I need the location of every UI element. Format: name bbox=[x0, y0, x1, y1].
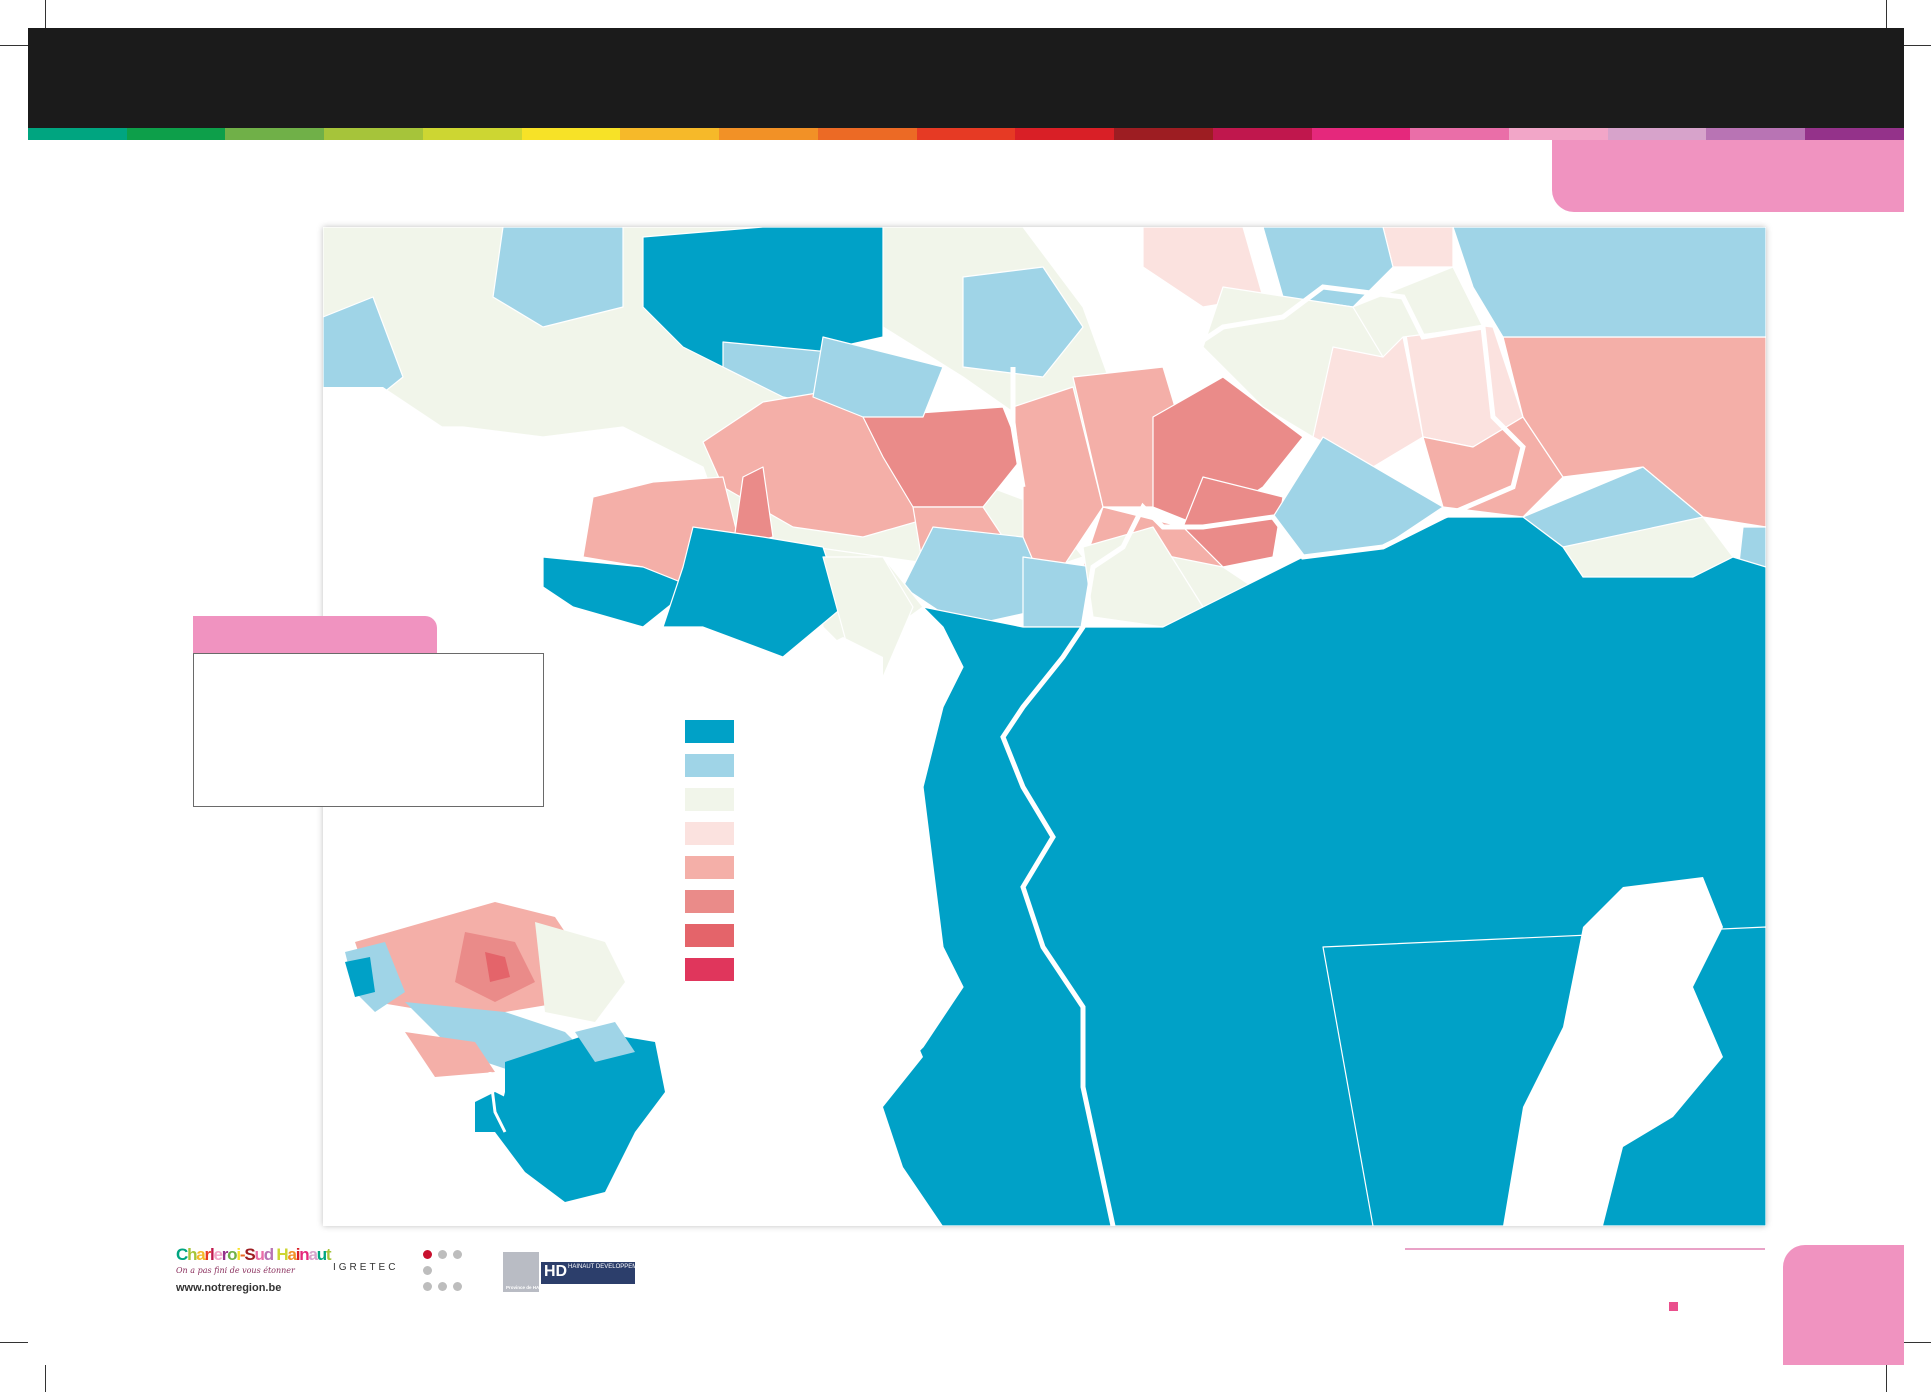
color-strip-segment bbox=[1015, 128, 1115, 140]
map-region bbox=[1152, 376, 1304, 528]
page-tab bbox=[1552, 140, 1904, 212]
logo-charleroi-sud-hainaut: Charleroi-Sud Hainaut On a pas fini de v… bbox=[176, 1245, 332, 1294]
map-region bbox=[902, 526, 1054, 628]
footer-rule bbox=[1405, 1248, 1765, 1250]
crop-mark bbox=[1904, 45, 1931, 46]
map-region bbox=[732, 466, 774, 548]
crop-mark bbox=[45, 0, 46, 28]
crop-mark bbox=[1904, 1342, 1931, 1343]
crop-mark bbox=[0, 1342, 28, 1343]
map-region bbox=[1262, 227, 1394, 308]
country-border bbox=[1000, 284, 1526, 1226]
color-strip-segment bbox=[916, 128, 1016, 140]
color-strip-segment bbox=[521, 128, 621, 140]
color-strip-segment bbox=[324, 128, 423, 140]
crop-mark bbox=[1886, 0, 1887, 28]
legend-swatch bbox=[685, 856, 734, 879]
color-strip-segment bbox=[225, 128, 325, 140]
legend-swatch bbox=[685, 958, 734, 981]
legend-swatch bbox=[685, 788, 734, 811]
logo-tagline: On a pas fini de vous étonner bbox=[176, 1266, 295, 1275]
map-region bbox=[1452, 227, 1766, 338]
legend-swatch bbox=[685, 754, 734, 777]
map-region bbox=[812, 336, 944, 418]
logo-hainaut-developpement: Province de HAINAUT HD HAINAUT DEVELOPPE… bbox=[503, 1252, 649, 1292]
country-border bbox=[1010, 367, 1026, 488]
color-strip bbox=[28, 128, 1904, 140]
legend-swatch bbox=[685, 720, 734, 743]
color-strip-segment bbox=[1805, 128, 1904, 140]
crop-mark bbox=[0, 45, 28, 46]
color-strip-segment bbox=[422, 128, 522, 140]
map-region bbox=[962, 266, 1084, 378]
website-url: www.notreregion.be bbox=[176, 1282, 282, 1294]
page-tab-bottom bbox=[1783, 1245, 1904, 1365]
logo-dot bbox=[423, 1266, 432, 1275]
map-frame bbox=[323, 227, 1766, 1226]
logo-dot bbox=[438, 1250, 447, 1259]
header-bar bbox=[28, 28, 1904, 128]
color-strip-segment bbox=[719, 128, 818, 140]
map-region bbox=[662, 526, 844, 658]
logo-title: Charleroi-Sud Hainaut bbox=[176, 1245, 332, 1264]
color-strip-segment bbox=[126, 128, 226, 140]
map-region bbox=[492, 227, 624, 328]
info-box bbox=[193, 653, 544, 807]
logo-dot bbox=[453, 1282, 462, 1291]
legend-tab bbox=[193, 616, 437, 654]
page-marker bbox=[1669, 1302, 1678, 1311]
logo-hd: HD HAINAUT DEVELOPPEMENT bbox=[541, 1262, 649, 1284]
logo-dot bbox=[423, 1250, 432, 1259]
crop-mark bbox=[45, 1365, 46, 1392]
logo-province-hainaut: Province de HAINAUT bbox=[503, 1252, 553, 1292]
map-region bbox=[1382, 227, 1454, 268]
color-strip-segment bbox=[1706, 128, 1806, 140]
logo-igretec: IGRETEC bbox=[333, 1242, 473, 1292]
color-strip-segment bbox=[28, 128, 127, 140]
logo-dot bbox=[453, 1250, 462, 1259]
color-strip-segment bbox=[1114, 128, 1213, 140]
legend-swatch bbox=[685, 924, 734, 947]
color-strip-segment bbox=[1509, 128, 1608, 140]
choropleth-map bbox=[323, 227, 1766, 1226]
logo-igretec-text: IGRETEC bbox=[333, 1262, 399, 1273]
color-strip-segment bbox=[1212, 128, 1312, 140]
color-strip-segment bbox=[817, 128, 917, 140]
logo-dot bbox=[438, 1282, 447, 1291]
belgium-locator-map bbox=[345, 902, 665, 1202]
color-strip-segment bbox=[1311, 128, 1411, 140]
unmapped-area bbox=[1503, 877, 1723, 1226]
color-strip-segment bbox=[1410, 128, 1510, 140]
logo-dot bbox=[423, 1282, 432, 1291]
color-strip-segment bbox=[1607, 128, 1707, 140]
legend-swatch bbox=[685, 890, 734, 913]
color-strip-segment bbox=[620, 128, 720, 140]
legend-swatch bbox=[685, 822, 734, 845]
crop-mark bbox=[1886, 1365, 1887, 1392]
